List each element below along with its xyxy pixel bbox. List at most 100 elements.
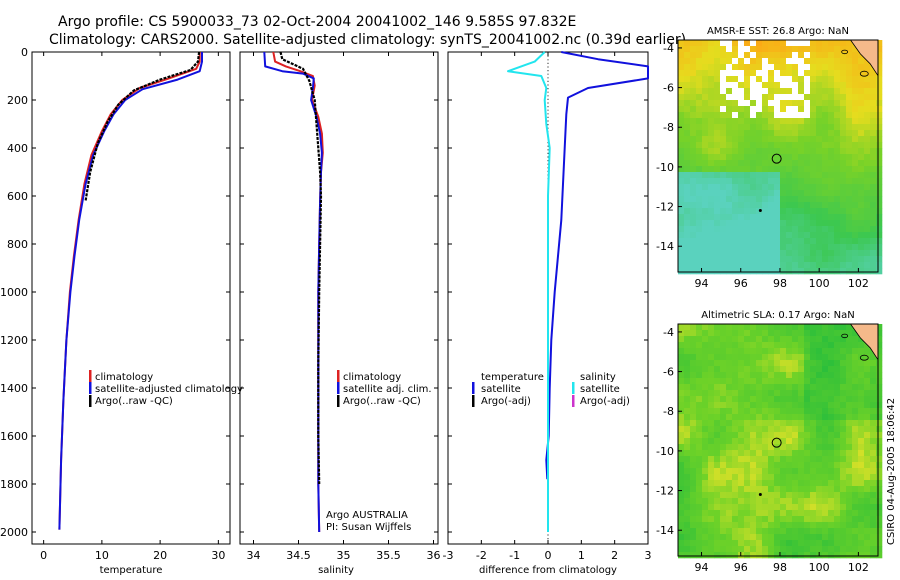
legend-clim: climatology — [343, 372, 401, 383]
legend-temperature-head: temperature — [481, 372, 544, 383]
x-tick-label: -2 — [476, 549, 487, 562]
temperature-legend: climatology satellite-adjusted climatolo… — [89, 370, 243, 407]
salinity-frame — [239, 51, 439, 545]
salinity-panel: salinity climatology satellite adj. clim… — [239, 51, 441, 576]
island-dot — [758, 209, 762, 213]
sla-map-frame — [677, 323, 879, 557]
x-tick-label: 98 — [773, 561, 787, 574]
x-tick-label: 35.5 — [376, 549, 401, 562]
legend-swatch-temp-argo — [472, 395, 475, 407]
salinity-xlabel: salinity — [318, 565, 354, 576]
x-tick-label: 100 — [809, 561, 830, 574]
x-tick-label: -3 — [443, 549, 454, 562]
series-temperature-satellite — [545, 51, 649, 480]
legend-swatch-argo — [337, 395, 340, 407]
x-tick-label: 96 — [734, 277, 748, 290]
x-tick-label: 10 — [95, 549, 109, 562]
x-tick-label: 0 — [545, 549, 552, 562]
series-climatology — [272, 51, 324, 533]
y-tick-label: 0 — [21, 46, 28, 59]
y-tick-label: 200 — [7, 94, 28, 107]
series-argo-raw-qc- — [279, 51, 323, 485]
y-tick-label: 1400 — [0, 382, 28, 395]
side-label: CSIRO 04-Aug-2005 18:06:42 — [886, 398, 897, 545]
y-tick-label: -10 — [656, 445, 674, 458]
legend-clim: climatology — [95, 372, 153, 383]
legend-argo: Argo(..raw -QC) — [343, 396, 421, 407]
sst-map-panel: AMSR-E SST: 26.8 Argo: NaN 94 96 98 100 102 -… — [656, 26, 883, 290]
y-tick-label: -10 — [656, 161, 674, 174]
legend-temp-sat: satellite — [481, 384, 521, 395]
legend-sat: satellite adj. clim. — [343, 384, 432, 395]
legend-sat: satellite-adjusted climatology — [95, 384, 243, 395]
series-climatology — [58, 52, 201, 530]
x-tick-label: 2 — [611, 549, 618, 562]
difference-xlabel: difference from climatology — [479, 565, 617, 576]
x-tick-label: 34 — [247, 549, 261, 562]
y-tick-label: 1800 — [0, 478, 28, 491]
sst-map-title: AMSR-E SST: 26.8 Argo: NaN — [707, 26, 849, 37]
x-tick-label: 0 — [40, 549, 47, 562]
legend-swatch-sat — [89, 382, 92, 394]
y-tick-label: 2000 — [0, 526, 28, 539]
temperature-frame — [31, 51, 231, 545]
legend-sal-sat: satellite — [580, 384, 620, 395]
y-tick-label: -8 — [663, 405, 674, 418]
island-dot — [758, 493, 762, 497]
island-outline — [859, 354, 869, 361]
x-tick-label: -1 — [509, 549, 520, 562]
sla-map-title: Altimetric SLA: 0.17 Argo: NaN — [701, 310, 854, 321]
legend-swatch-clim — [89, 370, 92, 382]
y-tick-label: 1600 — [0, 430, 28, 443]
annotation-pi: PI: Susan Wijffels — [326, 522, 411, 533]
y-tick-label: -14 — [656, 240, 674, 253]
y-tick-label: -8 — [663, 121, 674, 134]
y-tick-label: -12 — [656, 201, 674, 214]
float-position-marker — [771, 153, 782, 164]
salinity-legend: climatology satellite adj. clim. Argo(..… — [337, 370, 432, 407]
legend-swatch-clim — [337, 370, 340, 382]
annotation-argo-australia: Argo AUSTRALIA — [326, 510, 408, 521]
y-tick-label: -6 — [663, 366, 674, 379]
legend-swatch-sat — [337, 382, 340, 394]
y-tick-label: 800 — [7, 238, 28, 251]
x-tick-label: 102 — [848, 561, 869, 574]
x-tick-label: 100 — [809, 277, 830, 290]
x-tick-label: 34.5 — [286, 549, 311, 562]
y-tick-label: -6 — [663, 82, 674, 95]
legend-swatch-sal-argo — [572, 395, 575, 407]
sst-map-field — [678, 40, 883, 275]
title-line-1: Argo profile: CS 5900033_73 02-Oct-2004 … — [58, 14, 576, 30]
x-tick-label: 1 — [578, 549, 585, 562]
island-outline — [841, 333, 849, 339]
series-salinity-satellite — [507, 51, 551, 532]
title-line-2: Climatology: CARS2000. Satellite-adjuste… — [49, 32, 686, 48]
y-tick-label: 1200 — [0, 334, 28, 347]
y-tick-label: -14 — [656, 524, 674, 537]
y-tick-label: -12 — [656, 485, 674, 498]
difference-panel: difference from climatology temperature … — [443, 51, 652, 576]
x-tick-label: 20 — [153, 549, 167, 562]
x-tick-label: 35 — [337, 549, 351, 562]
sst-map-frame — [677, 39, 879, 273]
sla-map-field — [678, 324, 883, 559]
island-outline — [841, 49, 849, 55]
difference-legend: temperature satellite Argo(-adj) salinit… — [472, 372, 630, 407]
legend-swatch-temp-sat — [472, 382, 475, 394]
island-outline — [859, 70, 869, 77]
temperature-xlabel: temperature — [100, 565, 163, 576]
series-argo-raw-qc- — [84, 51, 201, 201]
float-position-marker — [771, 437, 782, 448]
series-satellite-adjusted-climatology — [58, 52, 203, 530]
legend-salinity-head: salinity — [580, 372, 616, 383]
sla-map-panel: Altimetric SLA: 0.17 Argo: NaN 94 96 98 100… — [656, 310, 883, 574]
x-tick-label: 3 — [645, 549, 652, 562]
x-tick-label: 94 — [695, 561, 709, 574]
x-tick-label: 94 — [695, 277, 709, 290]
legend-temp-argo: Argo(-adj) — [481, 396, 531, 407]
y-tick-label: 400 — [7, 142, 28, 155]
y-tick-label: 1000 — [0, 286, 28, 299]
legend-swatch-sal-sat — [572, 382, 575, 394]
x-tick-label: 36 — [427, 549, 441, 562]
